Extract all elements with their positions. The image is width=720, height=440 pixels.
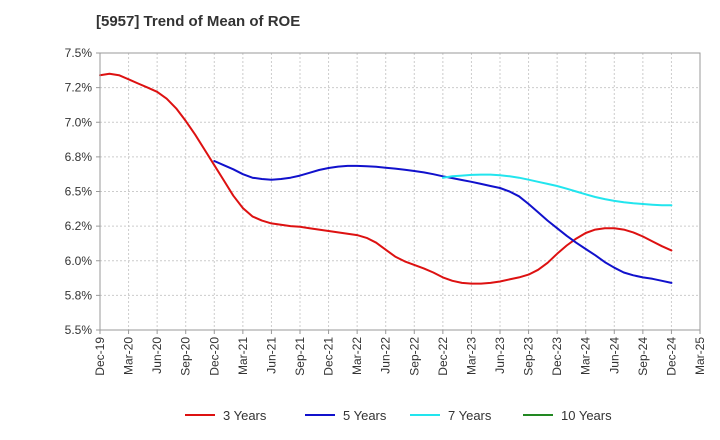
plot-area-frame [99,52,701,331]
chart-title: [5957] Trend of Mean of ROE [96,13,300,30]
x-tick-label: Mar-25 [693,337,707,375]
y-tick-label: 7.5% [65,46,93,60]
gridlines [99,52,701,331]
y-tick-label: 5.8% [65,288,93,302]
legend-label: 5 Years [343,408,387,423]
y-tick-label: 7.2% [65,81,93,95]
y-tick-label: 6.2% [65,219,93,233]
legend-label: 7 Years [448,408,492,423]
series-lines [99,72,673,285]
x-tick-label: Jun-20 [150,337,164,374]
x-tick-label: Sep-24 [636,337,650,376]
legend-label: 10 Years [561,408,612,423]
legend-label: 3 Years [223,408,267,423]
series-line-3-years [99,72,673,285]
x-tick-label: Dec-21 [322,337,336,376]
x-tick-label: Dec-20 [207,337,221,376]
x-tick-label: Sep-21 [293,337,307,376]
x-tick-label: Sep-20 [179,337,193,376]
y-tick-label: 6.8% [65,150,93,164]
x-tick-label: Sep-22 [407,337,421,376]
x-tick-label: Sep-23 [522,337,536,376]
y-tick-label: 6.0% [65,254,93,268]
y-tick-label: 5.5% [65,323,93,337]
x-tick-label: Mar-22 [350,337,364,375]
x-tick-label: Dec-19 [93,337,107,376]
series-line-5-years [213,160,673,284]
x-tick-label: Jun-23 [493,337,507,374]
y-tick-label: 6.5% [65,185,93,199]
x-tick-label: Mar-21 [236,337,250,375]
x-axis-ticks: Dec-19 Mar-20 Jun-20 Sep-20 Dec-20 Mar-21 Jun-… [93,330,707,376]
x-tick-label: Jun-24 [607,337,621,374]
x-tick-label: Dec-23 [550,337,564,376]
x-tick-label: Dec-24 [664,337,678,376]
x-tick-label: Mar-23 [464,337,478,375]
y-axis-ticks: 5.5% 5.8% 6.0% 6.2% 6.5% 6.8% 7.0% 7.2% 7.5% [65,46,100,337]
x-tick-label: Dec-22 [436,337,450,376]
y-tick-label: 7.0% [65,115,93,129]
x-tick-label: Jun-22 [379,337,393,374]
x-tick-label: Mar-24 [579,337,593,375]
x-tick-label: Jun-21 [264,337,278,374]
series-line-7-years [441,173,673,207]
x-tick-label: Mar-20 [122,337,136,375]
legend: 3 Years 5 Years 7 Years 10 Years [185,408,612,423]
